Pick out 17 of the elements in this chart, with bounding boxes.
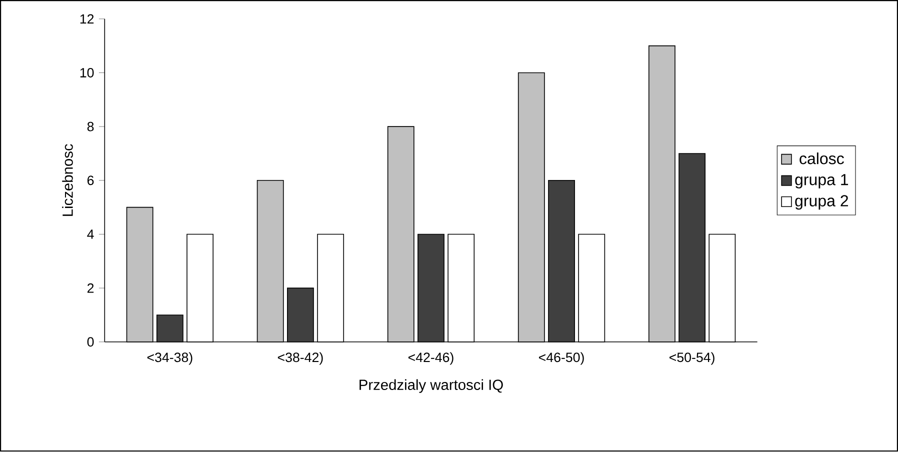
y-tick-label: 6 <box>87 176 94 186</box>
y-tick-label: 12 <box>80 14 94 24</box>
y-tick-label: 2 <box>87 284 94 293</box>
x-tick-label: <38-42) <box>278 352 323 365</box>
y-tick-label: 4 <box>87 230 94 240</box>
legend-label: calosc <box>800 152 844 164</box>
x-tick-label: <42-46) <box>408 352 454 365</box>
y-tick-label: 8 <box>87 122 94 132</box>
y-tick-label: 10 <box>80 68 94 78</box>
x-axis-title: Przedzialy wartosci IQ <box>360 379 503 394</box>
y-tick-label: 0 <box>87 337 94 347</box>
x-tick-label: <46-50) <box>538 352 584 365</box>
x-tick-label: <34-38) <box>147 352 192 365</box>
legend-label: grupa 1 <box>795 174 848 189</box>
y-axis-title: Liczebnosc <box>62 144 73 216</box>
legend-label: grupa 2 <box>795 195 848 210</box>
x-tick-label: <50-54) <box>670 352 714 365</box>
